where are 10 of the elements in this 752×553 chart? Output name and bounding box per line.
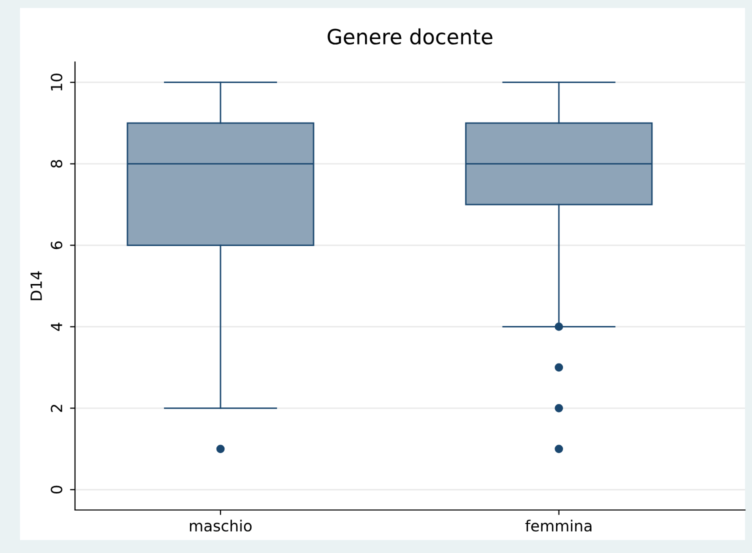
y-tick-label: 8 xyxy=(50,160,62,168)
y-tick-label: 0 xyxy=(50,486,62,494)
y-tick-label: 10 xyxy=(50,74,62,90)
y-axis-title: D14 xyxy=(30,271,42,300)
y-tick-label: 6 xyxy=(50,241,62,250)
y-tick-label: 4 xyxy=(50,322,62,331)
x-tick-label: femmina xyxy=(525,520,592,532)
x-tick-label: maschio xyxy=(190,520,252,532)
y-tick-label: 2 xyxy=(50,404,62,412)
chart-title: Genere docente xyxy=(328,28,492,45)
